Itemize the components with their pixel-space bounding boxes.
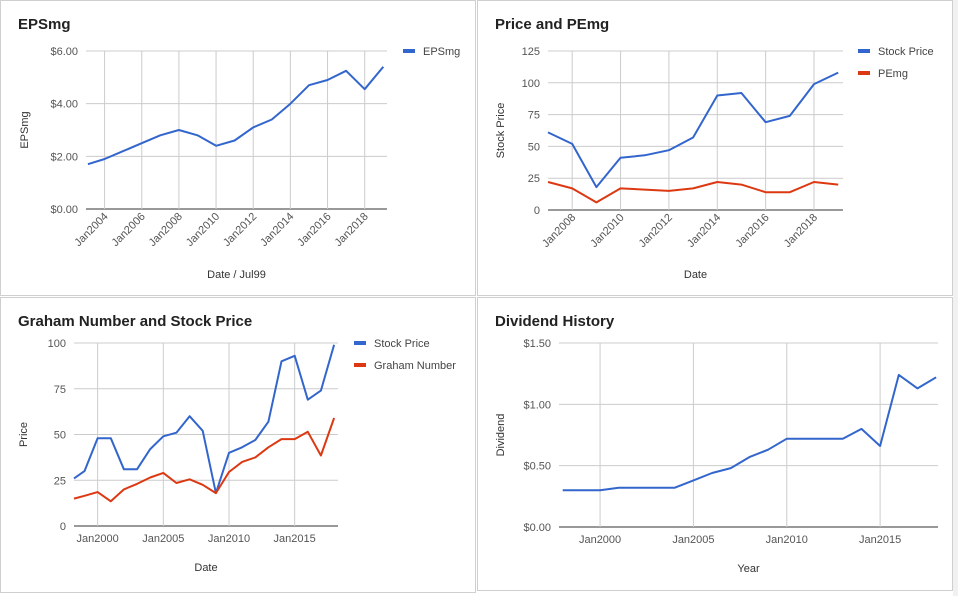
series-line [547,181,839,204]
legend-swatch [354,341,366,345]
x-tick-label: Jan2012 [637,212,675,250]
series-line [547,71,839,189]
series-line [87,66,385,166]
y-tick-label: $1.50 [523,338,551,350]
legend-swatch [354,363,366,367]
x-tick-label: Jan2004 [72,211,110,249]
legend-label: EPSmg [423,46,460,58]
legend-label: Stock Price [878,46,934,58]
y-tick-label: 50 [528,141,540,153]
legend-swatch [858,71,870,75]
y-tick-label: 100 [522,78,540,90]
y-axis-title: Price [18,422,30,447]
x-tick-label: Jan2016 [733,212,771,250]
y-axis-title: Stock Price [495,103,507,159]
x-tick-label: Jan2014 [685,212,723,250]
y-tick-label: $1.00 [523,399,551,411]
dividend-chart-panel: Dividend History $0.00 $0.50 $1.00 $1.50 Jan… [477,297,953,591]
legend-label: PEmg [878,68,908,80]
y-tick-label: $0.00 [50,204,78,216]
y-tick-label: 25 [528,173,540,185]
chart-title: Dividend History [495,313,615,330]
x-tick-label: Jan2006 [110,211,148,249]
legend-label: Stock Price [374,338,430,350]
y-tick-label: 75 [528,110,540,122]
graham-chart-panel: Graham Number and Stock Price 0 25 50 75 100… [0,297,476,593]
y-axis-title: EPSmg [19,111,31,148]
x-tick-label: Jan2015 [859,534,901,546]
chart-title: Graham Number and Stock Price [18,313,253,330]
x-tick-label: Jan2010 [208,533,250,545]
x-axis-title: Year [737,563,760,575]
x-tick-label: Jan2018 [782,212,820,250]
graham-chart: 0 25 50 75 100 Jan2000 Jan2005 Jan2010 Jan2015 Pr… [18,338,456,574]
y-tick-label: $0.00 [523,522,551,534]
x-tick-label: Jan2018 [332,211,370,249]
x-tick-label: Jan2010 [766,534,808,546]
x-tick-label: Jan2000 [77,533,119,545]
x-tick-label: Jan2005 [672,534,714,546]
series-line [562,373,937,492]
y-tick-label: 0 [60,521,66,533]
legend-swatch [403,49,415,53]
y-tick-label: 0 [534,205,540,217]
scroll-edge [953,0,958,596]
y-tick-label: 75 [54,384,66,396]
y-tick-label: $4.00 [50,99,78,111]
y-tick-label: 25 [54,475,66,487]
chart-title: Price and PEmg [495,16,610,33]
y-tick-label: 125 [522,46,540,58]
series-line [73,344,336,495]
x-axis-title: Date / Jul99 [207,269,266,281]
x-tick-label: Jan2008 [540,212,578,250]
y-tick-label: $2.00 [50,151,78,163]
eps-chart-panel: EPSmg $0.00 $2.00 $4.00 $6.00 Jan2004 Jan2006… [0,0,476,296]
x-tick-label: Jan2016 [295,211,333,249]
y-tick-label: $6.00 [50,46,78,58]
x-tick-label: Jan2000 [579,534,621,546]
price-pe-chart-panel: Price and PEmg 0 25 50 75 100 125 Jan2008 Jan20… [477,0,953,296]
legend-swatch [858,49,870,53]
series-line [73,417,336,503]
y-axis-title: Dividend [495,414,507,457]
y-tick-label: $0.50 [523,461,551,473]
x-tick-label: Jan2014 [258,211,296,249]
y-tick-label: 50 [54,430,66,442]
x-tick-label: Jan2010 [588,212,626,250]
x-tick-label: Jan2005 [142,533,184,545]
x-tick-label: Jan2010 [184,211,222,249]
chart-title: EPSmg [18,16,71,33]
x-tick-label: Jan2008 [147,211,185,249]
eps-chart: $0.00 $2.00 $4.00 $6.00 Jan2004Jan2006Jan200… [19,46,460,281]
x-tick-label: Jan2015 [274,533,316,545]
y-tick-label: 100 [48,338,66,350]
x-axis-title: Date [684,269,707,281]
dividend-chart: $0.00 $0.50 $1.00 $1.50 Jan2000 Jan2005 Jan201… [495,338,938,575]
x-axis-title: Date [194,562,217,574]
x-tick-label: Jan2012 [221,211,259,249]
price-pe-chart: 0 25 50 75 100 125 Jan2008 Jan2010 Jan2012 Jan201… [495,46,934,281]
legend-label: Graham Number [374,360,456,372]
